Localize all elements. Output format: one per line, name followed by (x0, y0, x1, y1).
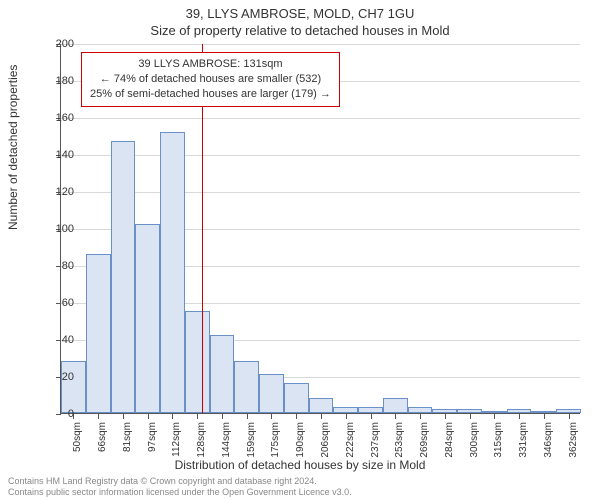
xtick-mark (494, 414, 495, 419)
y-axis-label: Number of detached properties (6, 65, 20, 230)
histogram-bar (61, 361, 86, 413)
chart-area: 39 LLYS AMBROSE: 131sqm← 74% of detached… (60, 44, 580, 414)
histogram-bar (408, 407, 433, 413)
gridline (61, 192, 580, 193)
ytick-label: 80 (44, 260, 74, 272)
gridline (61, 155, 580, 156)
histogram-bar (160, 132, 185, 413)
histogram-bar (432, 409, 457, 413)
histogram-bar (185, 311, 210, 413)
ytick-label: 120 (44, 186, 74, 198)
histogram-bar (135, 224, 160, 413)
xtick-mark (544, 414, 545, 419)
gridline (61, 118, 580, 119)
xtick-label: 206sqm (320, 422, 331, 482)
xtick-mark (371, 414, 372, 419)
xtick-label: 190sqm (295, 422, 306, 482)
xtick-mark (519, 414, 520, 419)
ytick-label: 60 (44, 297, 74, 309)
ytick-label: 180 (44, 75, 74, 87)
xtick-mark (123, 414, 124, 419)
histogram-bar (210, 335, 235, 413)
histogram-bar (333, 407, 358, 413)
histogram-bar (259, 374, 284, 413)
ytick-label: 0 (44, 408, 74, 420)
xtick-mark (222, 414, 223, 419)
xtick-mark (420, 414, 421, 419)
histogram-bar (284, 383, 309, 413)
xtick-mark (98, 414, 99, 419)
xtick-label: 346sqm (543, 422, 554, 482)
xtick-mark (148, 414, 149, 419)
histogram-bar (234, 361, 259, 413)
annotation-line2: ← 74% of detached houses are smaller (53… (90, 72, 331, 87)
gridline (61, 44, 580, 45)
ytick-label: 20 (44, 371, 74, 383)
xtick-label: 269sqm (419, 422, 430, 482)
histogram-bar (507, 409, 532, 413)
xtick-label: 362sqm (568, 422, 579, 482)
annotation-line3: 25% of semi-detached houses are larger (… (90, 87, 331, 102)
chart-subtitle: Size of property relative to detached ho… (0, 23, 600, 38)
ytick-label: 140 (44, 149, 74, 161)
annotation-box: 39 LLYS AMBROSE: 131sqm← 74% of detached… (81, 52, 340, 107)
xtick-mark (296, 414, 297, 419)
xtick-label: 175sqm (270, 422, 281, 482)
xtick-label: 253sqm (394, 422, 405, 482)
xtick-label: 66sqm (97, 422, 108, 482)
xtick-label: 331sqm (518, 422, 529, 482)
xtick-label: 50sqm (72, 422, 83, 482)
ytick-label: 100 (44, 223, 74, 235)
title-block: 39, LLYS AMBROSE, MOLD, CH7 1GU Size of … (0, 0, 600, 38)
xtick-label: 112sqm (171, 422, 182, 482)
xtick-label: 128sqm (196, 422, 207, 482)
histogram-bar (457, 409, 482, 413)
xtick-mark (346, 414, 347, 419)
xtick-label: 144sqm (221, 422, 232, 482)
plot-area: 39 LLYS AMBROSE: 131sqm← 74% of detached… (60, 44, 580, 414)
histogram-bar (309, 398, 334, 413)
annotation-line1: 39 LLYS AMBROSE: 131sqm (90, 57, 331, 72)
ytick-label: 160 (44, 112, 74, 124)
histogram-bar (482, 411, 507, 413)
footer-line2: Contains public sector information licen… (8, 487, 352, 498)
ytick-label: 200 (44, 38, 74, 50)
xtick-mark (271, 414, 272, 419)
histogram-bar (111, 141, 136, 413)
xtick-label: 300sqm (469, 422, 480, 482)
histogram-bar (358, 407, 383, 413)
xtick-label: 284sqm (444, 422, 455, 482)
xtick-mark (470, 414, 471, 419)
chart-title: 39, LLYS AMBROSE, MOLD, CH7 1GU (0, 6, 600, 21)
xtick-mark (197, 414, 198, 419)
xtick-mark (569, 414, 570, 419)
xtick-label: 222sqm (345, 422, 356, 482)
histogram-bar (531, 411, 556, 413)
xtick-mark (445, 414, 446, 419)
xtick-mark (247, 414, 248, 419)
histogram-bar (556, 409, 581, 413)
xtick-label: 315sqm (493, 422, 504, 482)
xtick-label: 81sqm (122, 422, 133, 482)
xtick-mark (321, 414, 322, 419)
xtick-label: 159sqm (246, 422, 257, 482)
histogram-bar (86, 254, 111, 413)
ytick-label: 40 (44, 334, 74, 346)
xtick-label: 237sqm (370, 422, 381, 482)
histogram-bar (383, 398, 408, 413)
xtick-mark (172, 414, 173, 419)
xtick-label: 97sqm (147, 422, 158, 482)
xtick-mark (395, 414, 396, 419)
